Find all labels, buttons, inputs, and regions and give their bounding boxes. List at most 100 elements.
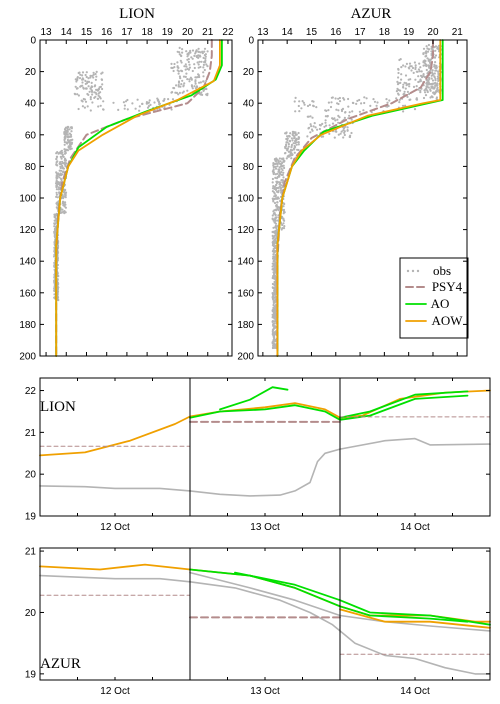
obs-point (202, 71, 205, 74)
obs-point (87, 85, 90, 88)
series-line-aow (39, 389, 491, 457)
obs-point (203, 47, 207, 50)
x-tick-label: 12 Oct (100, 522, 130, 533)
obs-point (158, 107, 161, 110)
obs-point (348, 135, 351, 138)
obs-point (278, 157, 281, 160)
x-tick-label: 17 (355, 27, 367, 38)
obs-point (196, 61, 199, 64)
obs-point (388, 99, 391, 102)
obs-point (328, 124, 331, 127)
obs-point (340, 130, 343, 133)
obs-point (177, 72, 180, 75)
obs-point (285, 157, 288, 160)
obs-point (271, 313, 274, 316)
obs-point (273, 340, 276, 343)
obs-point (272, 171, 275, 174)
obs-point (425, 68, 428, 72)
obs-point (56, 283, 60, 286)
obs-point (63, 161, 66, 164)
obs-point (88, 90, 91, 93)
obs-point (338, 100, 342, 103)
obs-point (280, 170, 283, 174)
legend-box (399, 257, 469, 339)
obs-point (355, 102, 358, 105)
obs-point (279, 189, 283, 192)
obs-point (175, 91, 178, 94)
obs-point (190, 85, 194, 88)
obs-point (273, 201, 277, 205)
obs-point (59, 155, 62, 158)
obs-point (292, 134, 295, 137)
obs-point (272, 303, 275, 306)
obs-point (175, 84, 178, 87)
obs-point (290, 137, 293, 140)
y-tick-label: 19 (25, 512, 37, 523)
obs-point (202, 63, 205, 66)
x-tick-label: 12 Oct (100, 686, 130, 697)
obs-point (430, 50, 433, 53)
obs-point (83, 98, 87, 101)
obs-point (272, 342, 276, 345)
lion-profile-plot: 0 20 40 60 80 100 120 140 160 180 200 13 14 15 16 17 18 1… (19, 27, 234, 363)
obs-point (334, 119, 337, 122)
obs-point (271, 265, 274, 268)
obs-point (55, 161, 58, 164)
obs-point (117, 108, 120, 111)
obs-point (285, 143, 288, 146)
obs-point (89, 98, 92, 101)
obs-point (271, 330, 274, 333)
obs-point (59, 177, 63, 180)
obs-point (126, 98, 129, 102)
obs-point (337, 102, 340, 106)
obs-point (273, 277, 276, 280)
obs-point (423, 61, 426, 64)
obs-point (273, 221, 276, 224)
obs-point (287, 150, 291, 153)
obs-point (158, 103, 161, 106)
obs-point (422, 47, 426, 50)
y-tick-label: 20 (25, 608, 37, 619)
y-tick-label: 120 (237, 225, 254, 236)
obs-point (84, 79, 87, 82)
obs-point (272, 255, 275, 258)
obs-point (350, 118, 353, 121)
obs-point (276, 172, 279, 175)
obs-point (272, 322, 275, 325)
obs-point (285, 141, 288, 144)
obs-point (197, 63, 200, 66)
obs-point (204, 53, 207, 56)
legend-label-aow: AOW (431, 313, 463, 328)
obs-point (402, 83, 405, 86)
obs-point (272, 308, 275, 311)
obs-point (53, 248, 56, 251)
y-tick-label: 40 (25, 99, 37, 110)
obs-point (434, 69, 437, 72)
obs-point (181, 79, 184, 82)
obs-point (55, 158, 58, 161)
obs-point (312, 125, 315, 128)
obs-point (173, 62, 176, 66)
obs-point (282, 176, 285, 179)
obs-point (316, 128, 319, 131)
obs-point (272, 253, 275, 256)
obs-point (431, 69, 434, 72)
y-tick-label: 20 (243, 67, 255, 78)
obs-point (428, 60, 431, 63)
obs-point (61, 153, 64, 156)
obs-point (321, 122, 324, 125)
obs-point (343, 131, 346, 134)
obs-point (70, 130, 73, 133)
obs-point (342, 136, 345, 139)
obs-point (298, 100, 301, 103)
obs-point (146, 106, 150, 109)
x-tick-label: 13 (41, 27, 53, 38)
obs-point (57, 286, 60, 289)
obs-point (414, 66, 417, 69)
series-line-ao (189, 394, 469, 421)
obs-point (141, 102, 144, 105)
obs-point (55, 185, 59, 188)
y-tick-label: 20 (25, 470, 37, 481)
obs-point (61, 173, 64, 176)
obs-point (346, 126, 349, 129)
